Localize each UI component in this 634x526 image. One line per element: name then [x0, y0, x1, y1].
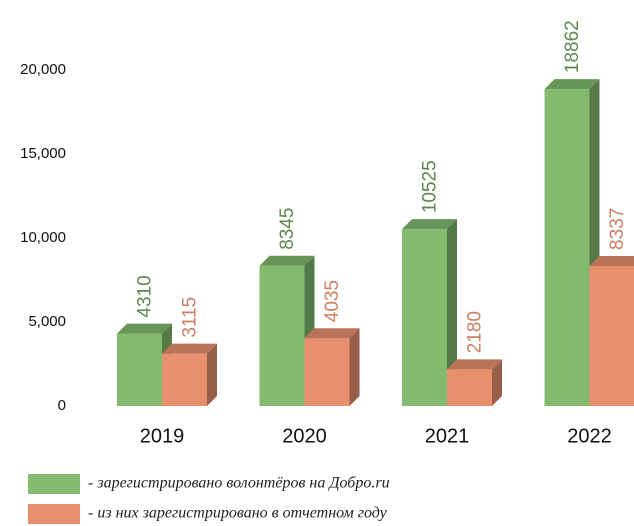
bar: [447, 369, 492, 406]
bar-side: [207, 343, 217, 406]
legend-swatch: [28, 504, 80, 524]
x-tick-label: 2022: [567, 425, 612, 447]
bar: [162, 353, 207, 406]
value-label: 8345: [277, 208, 298, 250]
value-label: 3115: [180, 297, 201, 338]
bar-side: [349, 328, 360, 406]
y-tick-label: 0: [58, 397, 66, 414]
value-label: 8337: [607, 208, 628, 250]
bar-top: [402, 219, 457, 230]
y-tick-label: 10,000: [20, 229, 66, 246]
value-label: 18862: [562, 20, 583, 73]
y-tick-label: 20,000: [20, 61, 66, 78]
legend-label: - зарегистрировано волонтёров на Добро.r…: [88, 475, 390, 492]
x-tick-label: 2020: [282, 425, 327, 447]
bar-top: [447, 359, 502, 370]
bar: [304, 338, 350, 406]
y-tick-label: 5,000: [28, 313, 66, 330]
bar-top: [259, 255, 315, 266]
bar-side: [492, 359, 502, 406]
y-tick-label: 15,000: [20, 145, 66, 162]
value-label: 2180: [465, 311, 486, 353]
bar: [259, 265, 305, 406]
bar-top: [162, 343, 217, 354]
value-label: 10525: [420, 160, 441, 213]
x-tick-label: 2021: [425, 425, 470, 447]
bar: [544, 89, 590, 406]
x-tick-label: 2019: [140, 425, 185, 447]
bar-top: [544, 79, 600, 90]
value-label: 4310: [135, 275, 156, 317]
bar: [402, 229, 447, 406]
bar: [589, 265, 634, 406]
bar: [117, 333, 162, 406]
bar-top: [589, 255, 634, 266]
value-label: 4035: [322, 280, 343, 322]
bar-side: [447, 219, 457, 406]
legend-label: - из них зарегистрировано в отчетном год…: [88, 505, 388, 522]
bar-top: [304, 328, 360, 339]
bar-top: [117, 323, 172, 334]
legend-swatch: [28, 474, 80, 494]
